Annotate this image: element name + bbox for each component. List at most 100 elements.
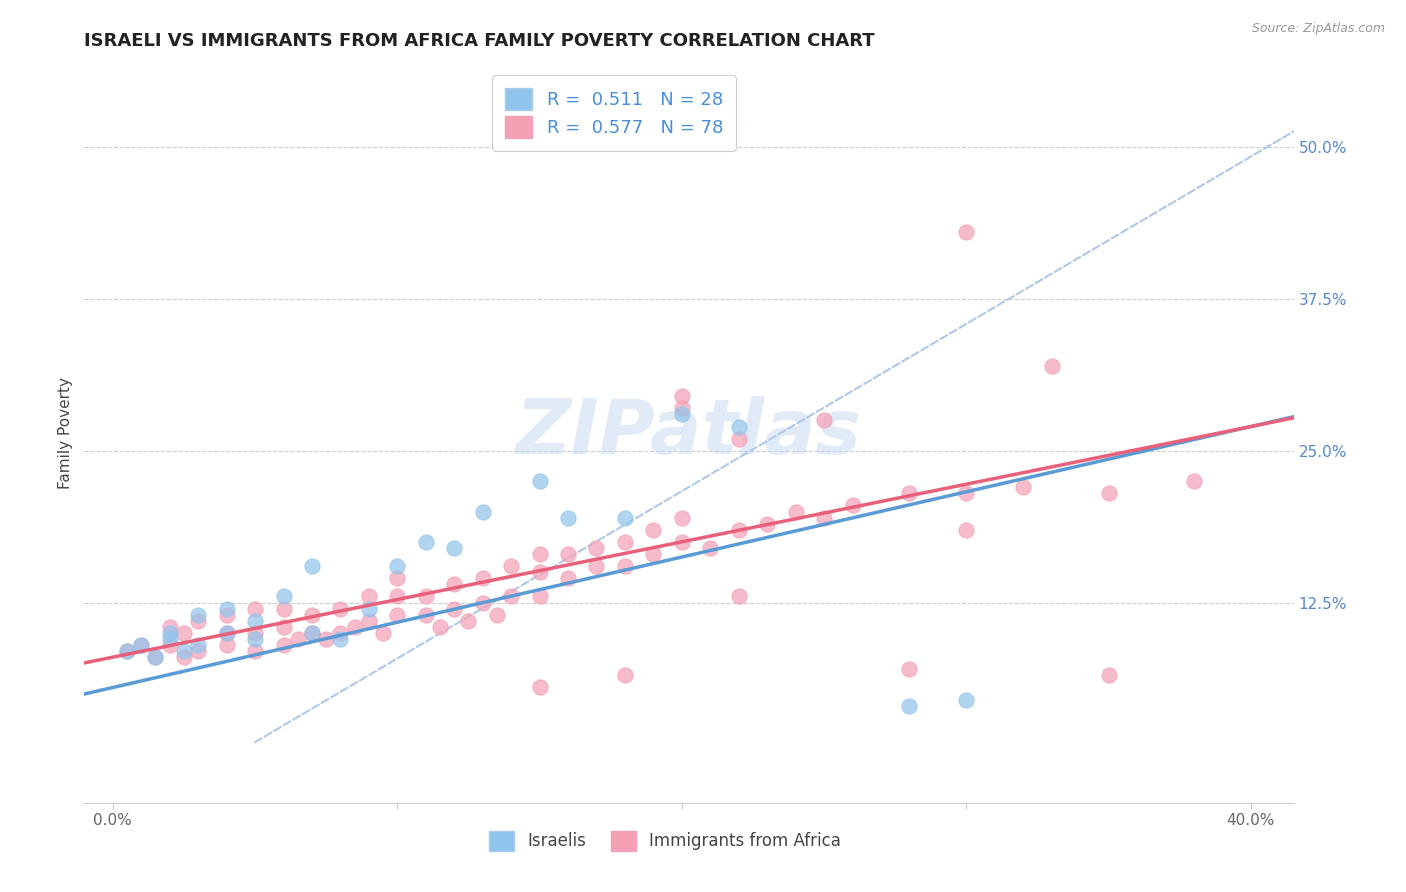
Point [115,644,138,658]
Point [557,510,579,524]
Point [173,626,195,640]
Point [173,644,195,658]
Point [671,389,693,403]
Point [785,504,807,518]
Point [187,607,209,622]
Point [129,638,152,652]
Point [357,590,380,604]
Point [727,419,749,434]
Point [529,565,551,579]
Point [215,638,238,652]
Point [613,559,636,574]
Point [343,620,366,634]
Point [841,499,863,513]
Point [529,681,551,695]
Point [287,632,309,646]
Point [955,692,977,706]
Point [485,607,508,622]
Point [159,626,181,640]
Point [415,534,437,549]
Point [613,510,636,524]
Point [387,559,409,574]
Point [955,523,977,537]
Point [371,626,394,640]
Point [671,510,693,524]
Point [273,590,295,604]
Point [129,638,152,652]
Point [301,626,323,640]
Point [471,595,494,609]
Point [301,626,323,640]
Point [756,516,779,531]
Point [613,668,636,682]
Point [429,620,451,634]
Point [215,601,238,615]
Point [145,650,167,665]
Point [415,607,437,622]
Point [613,534,636,549]
Text: ISRAELI VS IMMIGRANTS FROM AFRICA FAMILY POVERTY CORRELATION CHART: ISRAELI VS IMMIGRANTS FROM AFRICA FAMILY… [84,32,875,50]
Point [243,601,266,615]
Point [301,607,323,622]
Point [173,650,195,665]
Point [585,559,607,574]
Point [215,626,238,640]
Point [1012,480,1035,494]
Point [471,571,494,585]
Point [643,523,665,537]
Point [813,510,835,524]
Point [329,632,352,646]
Point [443,577,465,591]
Point [415,590,437,604]
Point [643,547,665,561]
Point [273,620,295,634]
Point [1097,668,1119,682]
Point [329,601,352,615]
Point [215,626,238,640]
Point [301,559,323,574]
Point [471,504,494,518]
Point [115,644,138,658]
Point [813,413,835,427]
Point [387,607,409,622]
Point [671,408,693,422]
Point [357,614,380,628]
Point [159,638,181,652]
Point [501,559,523,574]
Point [243,626,266,640]
Text: Source: ZipAtlas.com: Source: ZipAtlas.com [1251,22,1385,36]
Point [357,601,380,615]
Point [898,662,921,676]
Point [727,590,749,604]
Point [671,401,693,416]
Point [273,638,295,652]
Point [387,590,409,604]
Point [898,486,921,500]
Point [727,523,749,537]
Legend: Israelis, Immigrants from Africa: Israelis, Immigrants from Africa [478,821,851,861]
Text: ZIPatlas: ZIPatlas [516,396,862,469]
Point [1097,486,1119,500]
Point [585,541,607,555]
Point [215,607,238,622]
Point [187,614,209,628]
Point [159,620,181,634]
Point [501,590,523,604]
Point [557,571,579,585]
Point [187,638,209,652]
Point [315,632,337,646]
Point [273,601,295,615]
Point [699,541,721,555]
Point [955,225,977,239]
Point [1182,474,1205,488]
Point [529,590,551,604]
Point [159,632,181,646]
Point [443,541,465,555]
Point [898,698,921,713]
Point [329,626,352,640]
Point [955,486,977,500]
Y-axis label: Family Poverty: Family Poverty [58,376,73,489]
Point [387,571,409,585]
Point [145,650,167,665]
Point [443,601,465,615]
